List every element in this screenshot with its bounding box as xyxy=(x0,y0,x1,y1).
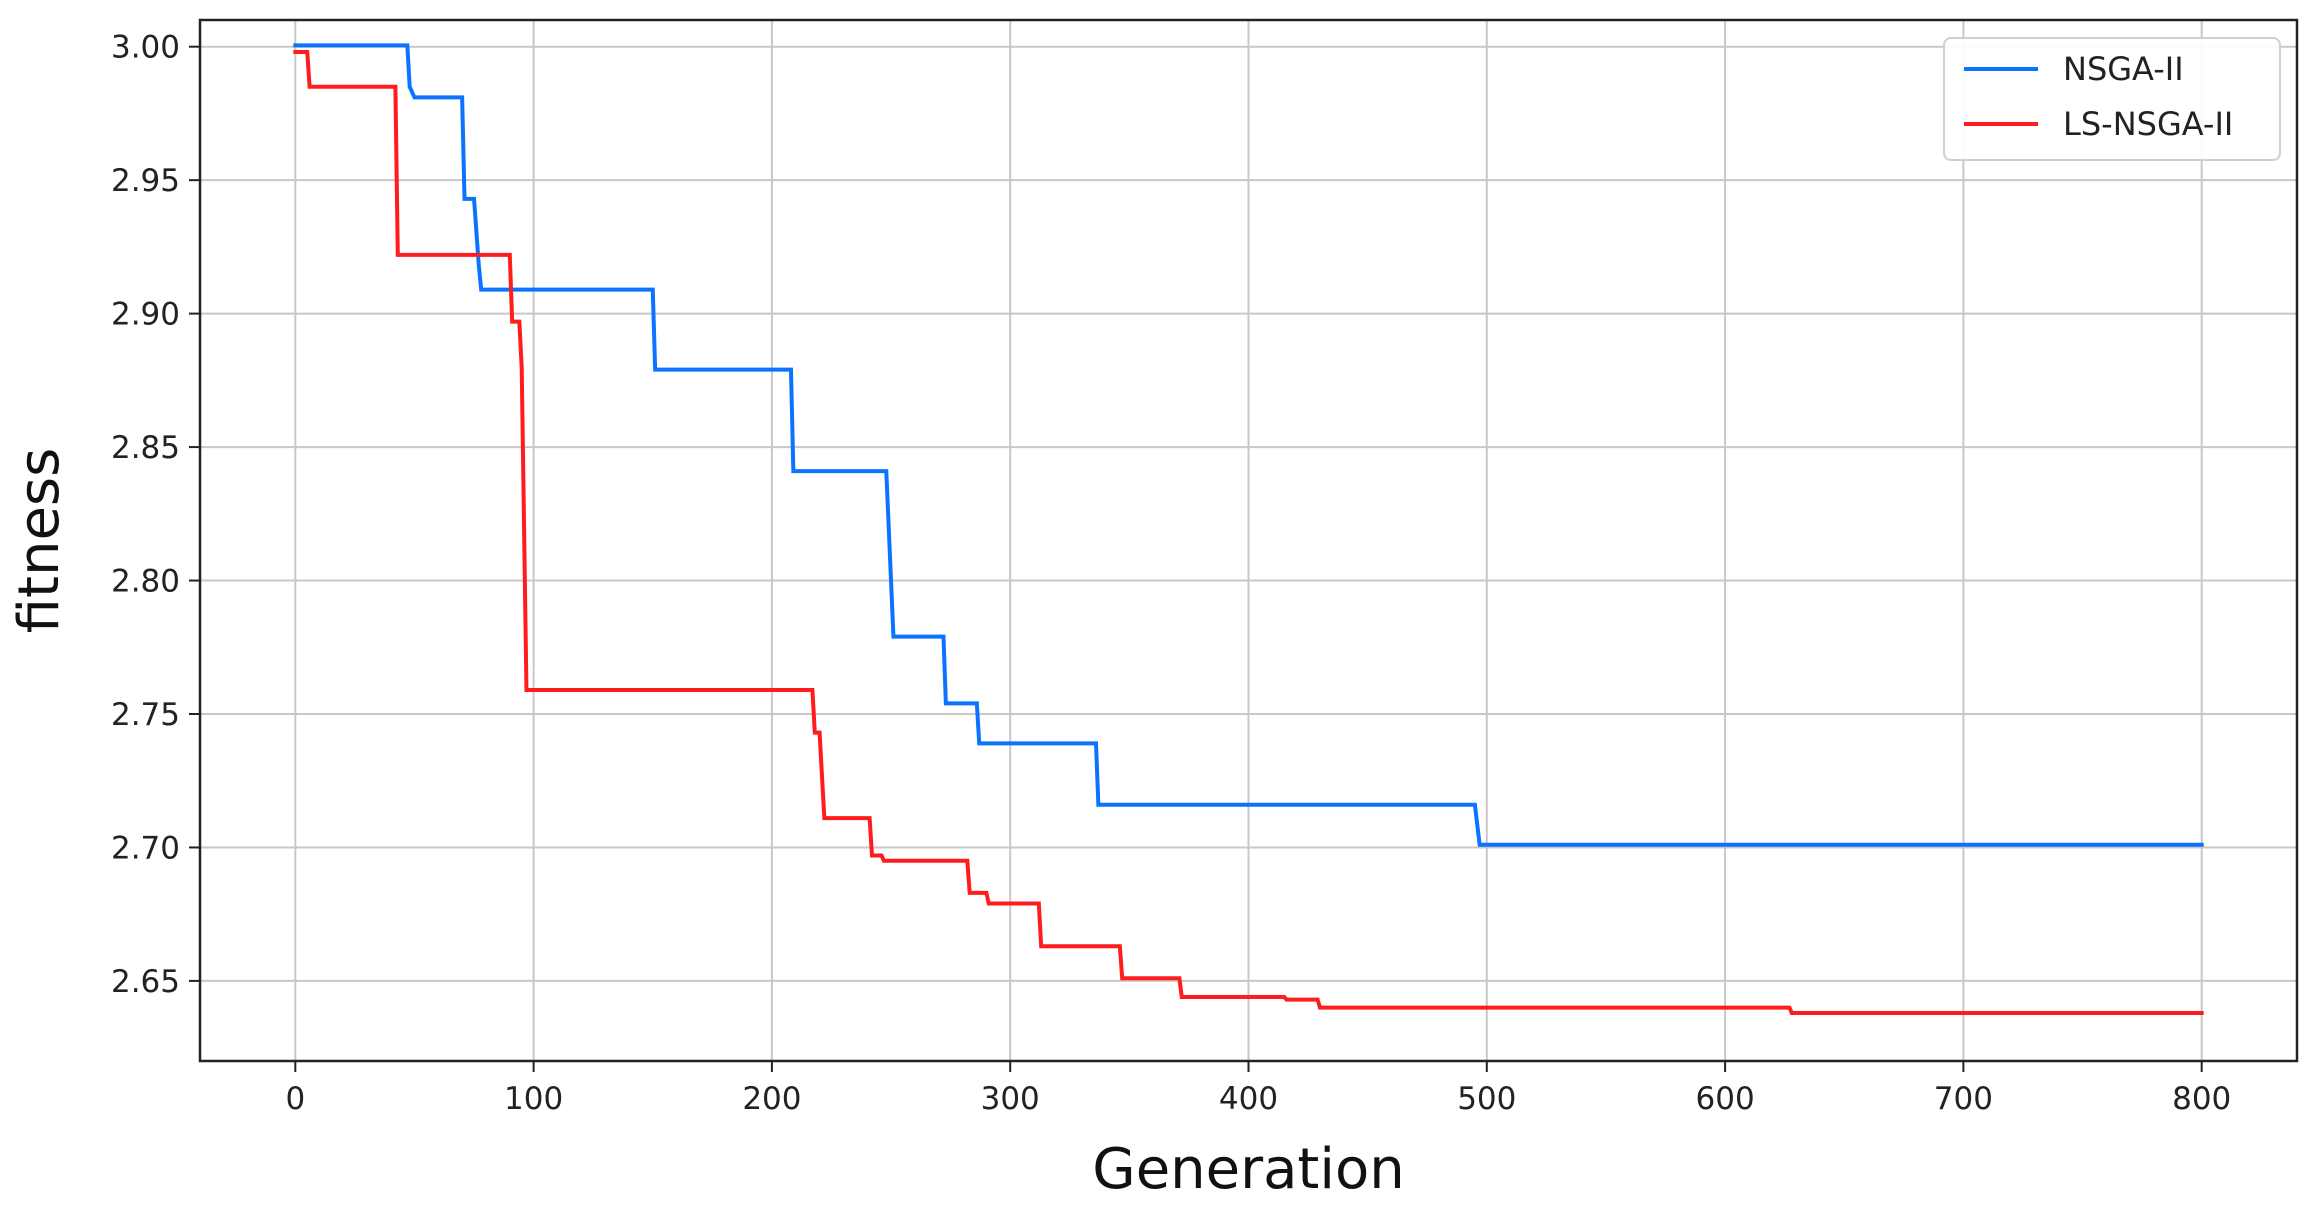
legend-label-ls-nsga-ii: LS-NSGA-II xyxy=(2063,105,2233,143)
x-axis-title: Generation xyxy=(1092,1137,1404,1202)
legend: NSGA-II LS-NSGA-II xyxy=(1943,37,2281,161)
y-tick-label-4: 2.85 xyxy=(111,430,180,466)
y-tick-label-1: 2.70 xyxy=(111,830,180,866)
series-lines xyxy=(293,43,2204,1015)
x-tick-label-0: 0 xyxy=(285,1081,305,1117)
legend-label-nsga-ii: NSGA-II xyxy=(2063,50,2184,88)
y-tick-label-2: 2.75 xyxy=(111,697,180,733)
grid-lines xyxy=(200,20,2297,1061)
x-tick-label-2: 200 xyxy=(742,1081,801,1117)
x-tick-label-6: 600 xyxy=(1696,1081,1755,1117)
x-tick-label-1: 100 xyxy=(504,1081,563,1117)
y-tick-label-5: 2.90 xyxy=(111,297,180,333)
y-axis-title: fitness xyxy=(7,448,72,634)
y-tick-label-3: 2.80 xyxy=(111,564,180,600)
series-line-ls-nsga-ii xyxy=(293,50,2204,1015)
x-tick-label-7: 700 xyxy=(1934,1081,1993,1117)
x-tick-label-3: 300 xyxy=(981,1081,1040,1117)
y-tick-label-0: 2.65 xyxy=(111,964,180,1000)
x-tick-label-4: 400 xyxy=(1219,1081,1278,1117)
y-tick-label-6: 2.95 xyxy=(111,163,180,199)
x-tick-label-8: 800 xyxy=(2172,1081,2231,1117)
tick-labels: 0 100 200 300 400 500 600 700 800 2.65 2.70 2.75 2.8… xyxy=(111,30,2231,1117)
series-line-nsga-ii xyxy=(293,43,2204,847)
x-tick-label-5: 500 xyxy=(1457,1081,1516,1117)
axis-ticks xyxy=(189,45,2203,1072)
y-tick-label-7: 3.00 xyxy=(111,30,180,66)
